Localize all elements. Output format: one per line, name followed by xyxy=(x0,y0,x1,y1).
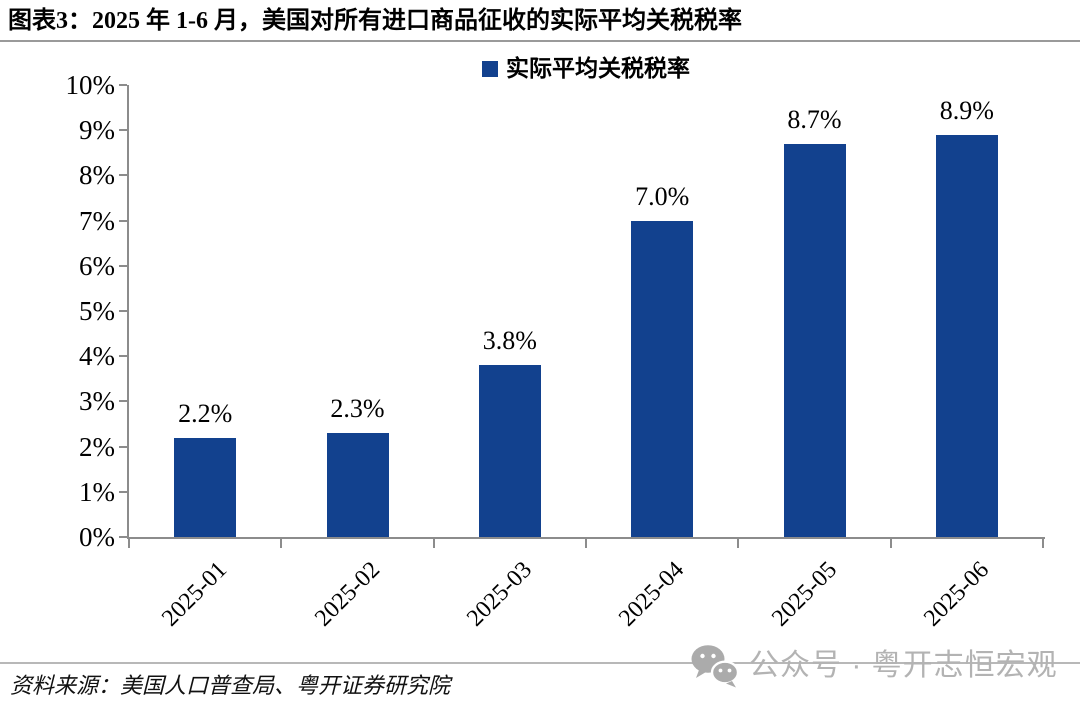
watermark: 公众号 · 粤开志恒宏观 xyxy=(690,640,1058,692)
y-axis-tick xyxy=(119,490,127,493)
bar xyxy=(783,143,846,537)
x-axis-tick xyxy=(1042,539,1044,548)
y-axis-tick xyxy=(119,400,127,403)
y-axis-tick xyxy=(119,129,127,132)
y-axis-tick xyxy=(119,310,127,312)
y-axis-tick xyxy=(119,84,127,86)
x-axis-label: 2025-03 xyxy=(461,556,537,632)
wechat-icon xyxy=(691,645,740,688)
bar-value-label: 3.8% xyxy=(482,326,537,356)
y-axis-label: 9% xyxy=(79,115,115,146)
y-axis-label: 5% xyxy=(79,296,115,326)
y-axis-tick xyxy=(119,536,127,538)
bar-value-label: 8.9% xyxy=(939,95,994,125)
bar xyxy=(478,365,541,537)
y-axis-tick xyxy=(119,219,127,222)
bar xyxy=(935,134,998,537)
y-axis-tick xyxy=(119,264,127,267)
x-axis-tick xyxy=(128,539,130,548)
bar-value-label: 8.7% xyxy=(787,104,842,134)
title-divider xyxy=(0,40,1080,42)
legend-swatch xyxy=(482,61,498,77)
x-axis-tick xyxy=(737,539,740,548)
legend-label: 实际平均关税税率 xyxy=(506,56,690,81)
y-axis-tick xyxy=(119,355,127,358)
y-axis-label: 6% xyxy=(79,250,115,281)
footer-divider xyxy=(0,662,1080,664)
bar xyxy=(326,433,389,537)
y-axis-tick xyxy=(119,174,127,177)
bar xyxy=(174,437,237,537)
x-axis-label: 2025-01 xyxy=(157,556,233,632)
bar-value-label: 2.2% xyxy=(178,398,233,428)
y-axis-line xyxy=(127,85,129,539)
x-axis-tick xyxy=(889,539,892,548)
x-axis-tick xyxy=(432,539,435,548)
x-axis-tick xyxy=(280,539,283,548)
y-axis-label: 0% xyxy=(79,522,115,552)
legend: 实际平均关税税率 xyxy=(129,57,1043,81)
y-axis-label: 7% xyxy=(79,205,115,236)
y-axis-label: 8% xyxy=(79,160,115,191)
y-axis-label: 3% xyxy=(79,386,115,417)
y-axis-label: 4% xyxy=(79,341,115,372)
y-axis-tick xyxy=(119,445,127,448)
x-axis-label: 2025-02 xyxy=(309,556,385,632)
bar-value-label: 7.0% xyxy=(635,181,690,211)
y-axis-label: 1% xyxy=(79,476,115,507)
source-note: 资料来源：美国人口普查局、粤开证券研究院 xyxy=(10,673,451,698)
x-axis-label: 2025-04 xyxy=(614,556,690,632)
bar-value-label: 2.3% xyxy=(330,394,385,424)
x-axis-tick xyxy=(585,539,587,548)
x-axis-line xyxy=(127,537,1045,539)
chart-title: 图表3：2025 年 1-6 月，美国对所有进口商品征收的实际平均关税税率 xyxy=(8,8,742,34)
y-axis-label: 10% xyxy=(65,70,116,100)
watermark-text: 公众号 · 粤开志恒宏观 xyxy=(749,649,1058,682)
bar xyxy=(631,220,694,537)
y-axis-label: 2% xyxy=(79,431,115,462)
